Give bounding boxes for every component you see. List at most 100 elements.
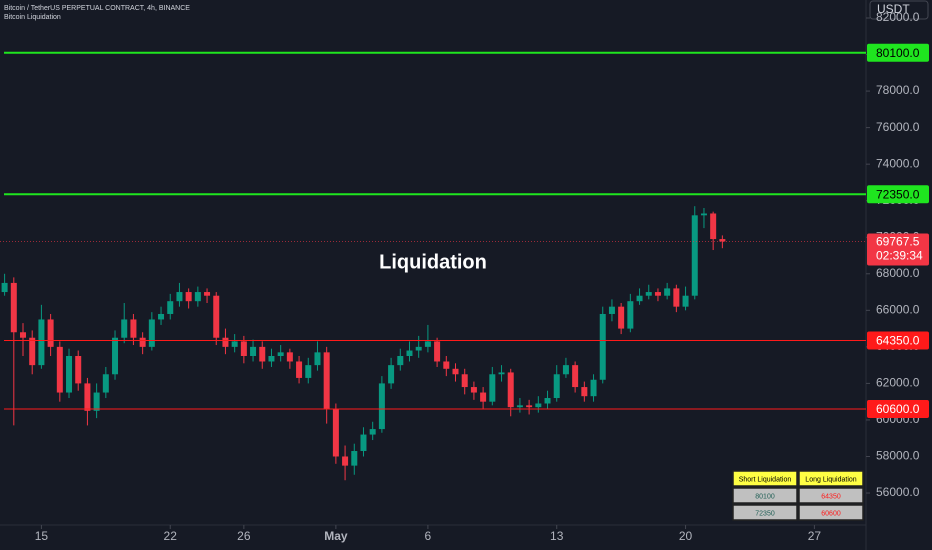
candle-body xyxy=(10,282,17,333)
candle-body xyxy=(351,451,358,466)
candle-body xyxy=(498,372,505,375)
y-tick-label: 74000.0 xyxy=(876,156,920,170)
candle-body xyxy=(213,295,220,338)
x-tick-label: 15 xyxy=(35,529,49,543)
candle-body xyxy=(480,392,487,402)
candle-body xyxy=(406,350,413,356)
candle-body xyxy=(93,392,100,411)
currency-box xyxy=(869,0,929,20)
candle-body xyxy=(66,355,73,393)
candle-body xyxy=(1,282,8,293)
table-cell xyxy=(798,504,864,521)
y-tick-label: 82000.0 xyxy=(876,10,920,24)
candle-body xyxy=(553,374,560,399)
candle-body xyxy=(139,337,146,347)
candle-body xyxy=(470,387,477,393)
level-label-box xyxy=(867,399,929,418)
currency: USDT xyxy=(877,2,910,16)
candle-body xyxy=(415,346,422,351)
candle-body xyxy=(296,361,303,378)
candle-body xyxy=(167,301,174,314)
x-tick-label: 26 xyxy=(237,529,251,543)
candle-body xyxy=(342,456,349,466)
candle-body xyxy=(332,408,339,457)
candle-body xyxy=(360,434,367,452)
chart-title: Bitcoin / TetherUS PERPETUAL CONTRACT, 4… xyxy=(4,5,190,12)
table-text: 72350 xyxy=(755,510,775,517)
candle-body xyxy=(176,292,183,302)
candle-body xyxy=(305,365,312,378)
table-text: Long Liquidation xyxy=(805,476,856,483)
candle-body xyxy=(388,365,395,384)
candle-body xyxy=(654,292,661,296)
candle-body xyxy=(240,341,247,356)
last-price-box xyxy=(867,233,929,266)
candle-body xyxy=(434,341,441,362)
candle-body xyxy=(526,405,533,408)
candle-body xyxy=(84,383,91,411)
level-label: 60600.0 xyxy=(876,402,920,416)
candle-body xyxy=(461,374,468,388)
level-label: 64350.0 xyxy=(876,334,920,348)
candle-body xyxy=(38,319,45,366)
candle-body xyxy=(581,387,588,397)
candle-body xyxy=(29,337,36,366)
candle-body xyxy=(185,292,192,302)
candle-body xyxy=(599,313,606,380)
candle-body xyxy=(627,301,634,329)
table-cell xyxy=(732,504,798,521)
level-label-box xyxy=(867,185,929,204)
x-tick-label: 22 xyxy=(164,529,178,543)
countdown: 02:39:34 xyxy=(876,249,923,263)
table-cell xyxy=(732,470,798,487)
candle-body xyxy=(102,374,109,393)
level-label-box xyxy=(867,331,929,350)
candle-body xyxy=(369,429,376,435)
candle-body xyxy=(204,292,211,296)
candle-body xyxy=(222,337,229,347)
candle-body xyxy=(452,368,459,375)
candle-body xyxy=(562,365,569,375)
candle-body xyxy=(516,405,523,408)
candle-body xyxy=(75,355,82,384)
table-text: Short Liquidation xyxy=(739,476,792,483)
candle-body xyxy=(535,403,542,408)
candle-body xyxy=(424,341,431,347)
x-tick-label: 13 xyxy=(550,529,564,543)
candle-body xyxy=(194,292,201,302)
candle-body xyxy=(719,239,726,242)
chart-subtitle: Bitcoin Liquidation xyxy=(4,14,61,21)
candle-body xyxy=(56,346,63,393)
annotation: Liquidation xyxy=(379,251,487,273)
y-tick-label: 62000.0 xyxy=(876,376,920,390)
candle-body xyxy=(682,295,689,307)
table-text: 60600 xyxy=(821,510,841,517)
candle-body xyxy=(47,319,54,347)
x-tick-label: 27 xyxy=(808,529,822,543)
candle-body xyxy=(645,292,652,296)
x-tick-label: 6 xyxy=(425,529,432,543)
candle-body xyxy=(259,346,266,362)
candle-body xyxy=(489,374,496,402)
candle-body xyxy=(277,352,284,356)
candle-body xyxy=(710,213,717,240)
candle-body xyxy=(636,295,643,302)
candle-body xyxy=(572,365,579,388)
candle-body xyxy=(250,346,257,356)
candle-body xyxy=(700,213,707,216)
y-tick-label: 78000.0 xyxy=(876,83,920,97)
candle-body xyxy=(443,361,450,369)
level-label: 80100.0 xyxy=(876,46,920,60)
table-cell xyxy=(798,487,864,504)
candle-body xyxy=(618,306,625,329)
candle-body xyxy=(112,337,119,375)
table-cell xyxy=(732,487,798,504)
candle-body xyxy=(231,341,238,347)
candle-body xyxy=(397,355,404,366)
level-label-box xyxy=(867,43,929,62)
table-text: 64350 xyxy=(821,493,841,500)
table-cell xyxy=(798,470,864,487)
